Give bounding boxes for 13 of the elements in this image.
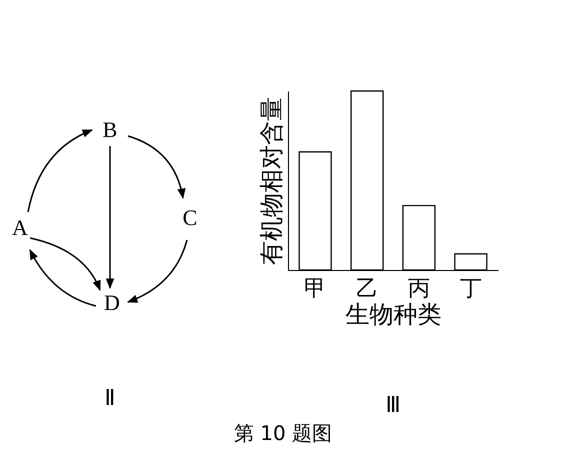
x-tick-label: 甲 <box>304 276 326 302</box>
text: Ⅱ <box>104 385 116 410</box>
text: Ⅲ <box>386 392 400 417</box>
text: D <box>104 290 120 316</box>
x-tick-label: 乙 <box>356 276 378 302</box>
x-tick-label: 丁 <box>460 276 482 302</box>
x-tick-label: 丙 <box>408 276 430 302</box>
x-axis-title: 生物种类 <box>346 300 442 328</box>
text: C <box>182 205 198 230</box>
text: 第 10 题图 <box>232 420 334 447</box>
text: A <box>12 215 28 240</box>
y-axis-title: 有机物相对含量 <box>258 97 286 265</box>
text: B <box>102 117 118 142</box>
